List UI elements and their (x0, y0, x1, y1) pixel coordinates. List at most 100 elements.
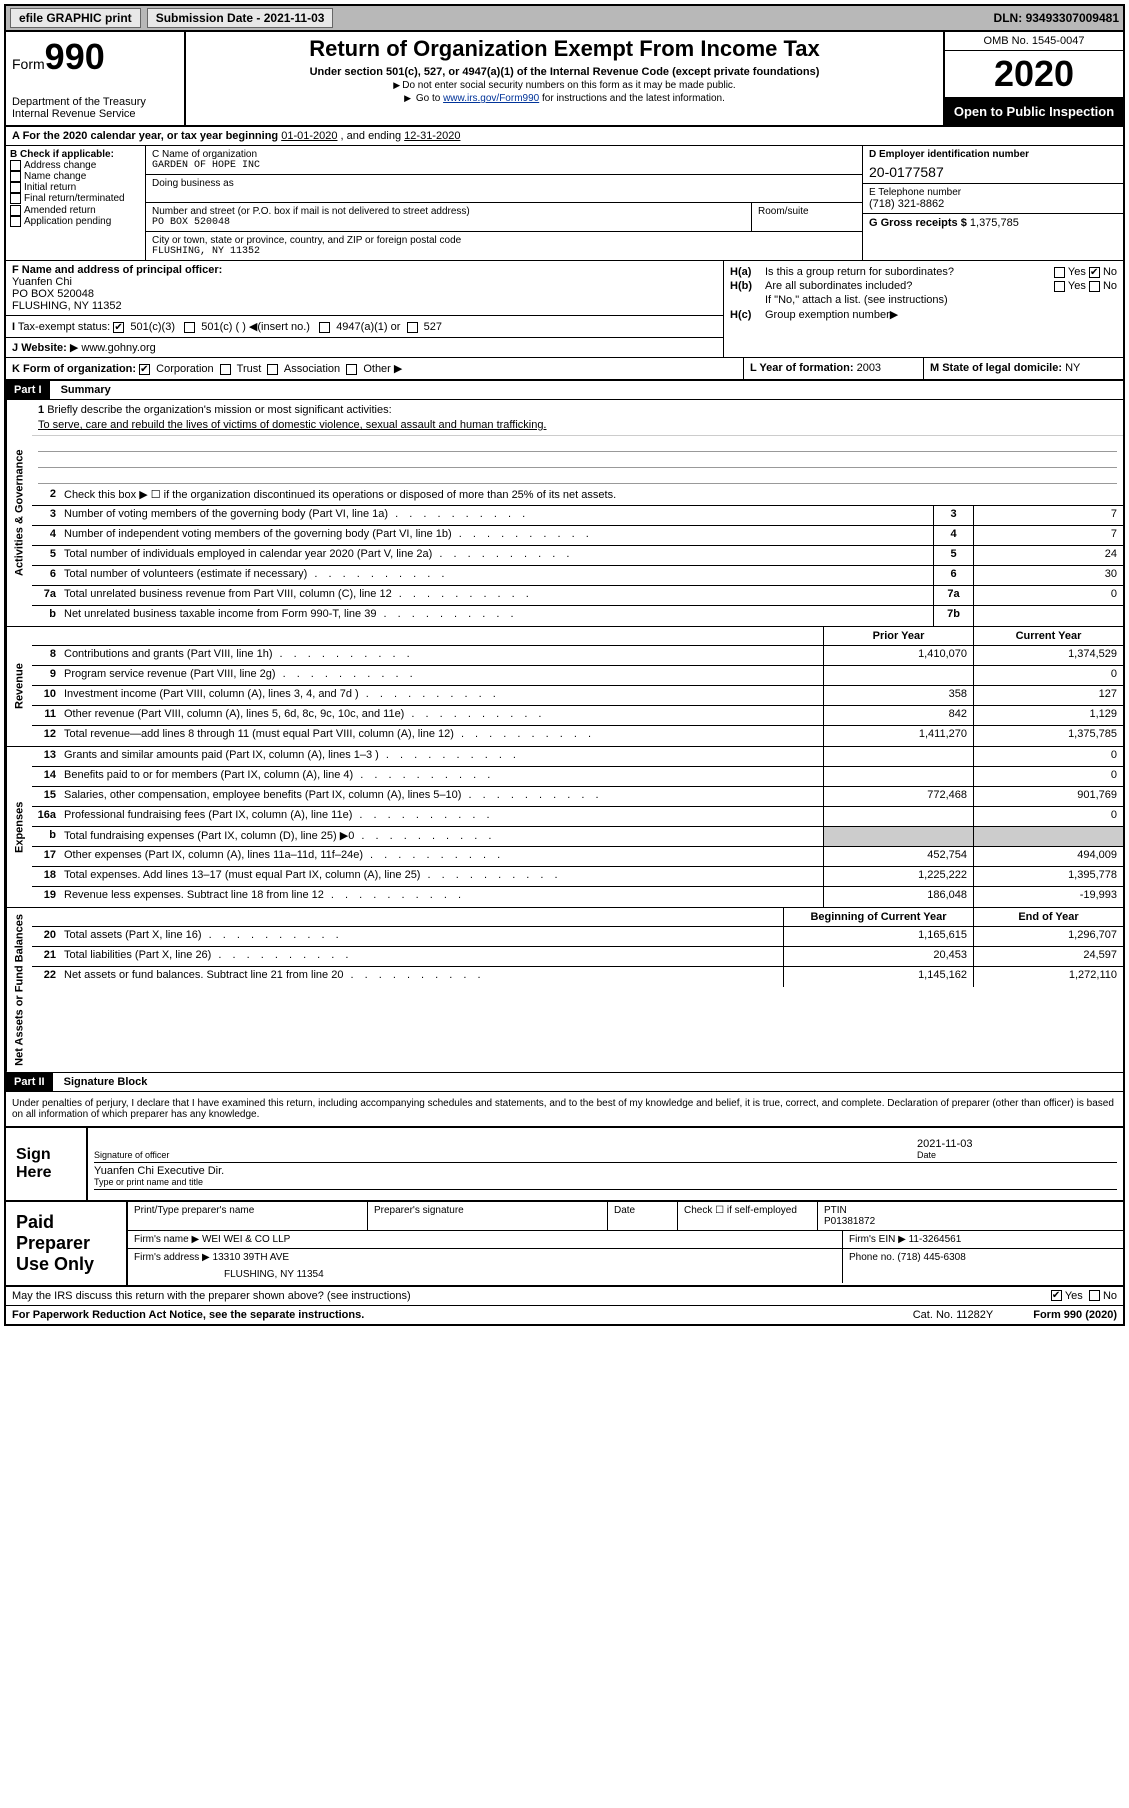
k-opt0: Corporation (156, 363, 213, 375)
k-opt1: Trust (237, 363, 262, 375)
efile-button[interactable]: efile GRAPHIC print (10, 8, 141, 28)
line-num: 20 (32, 927, 60, 946)
i-opt4: 527 (424, 321, 442, 333)
line-prior: 1,225,222 (823, 867, 973, 886)
cat-no: Cat. No. 11282Y (913, 1309, 994, 1321)
line-boxnum: 7a (933, 586, 973, 605)
line-num: b (32, 827, 60, 846)
cb-501c[interactable] (184, 322, 195, 333)
ein-value: 20-0177587 (869, 164, 1117, 180)
hc-text: Group exemption number (765, 309, 890, 321)
line-num: 10 (32, 686, 60, 705)
cb-trust[interactable] (220, 364, 231, 375)
website-value: www.gohny.org (81, 342, 155, 354)
firm-ein: 11-3264561 (909, 1234, 962, 1245)
dln: DLN: 93493307009481 (994, 11, 1119, 25)
line-current: 127 (973, 686, 1123, 705)
l-value: 2003 (857, 362, 881, 374)
cb-other[interactable] (346, 364, 357, 375)
prep-print-label: Print/Type preparer's name (128, 1202, 368, 1230)
two-col-line: 14 Benefits paid to or for members (Part… (32, 767, 1123, 787)
gross-value: 1,375,785 (970, 217, 1019, 229)
firm-addr1: 13310 39TH AVE (213, 1252, 290, 1263)
tax-year: 2020 (945, 51, 1123, 98)
line-desc: Total number of volunteers (estimate if … (60, 566, 933, 585)
irs-link[interactable]: www.irs.gov/Form990 (443, 93, 539, 104)
col-b: B Check if applicable: Address change Na… (6, 146, 146, 260)
cb-discuss-no[interactable] (1089, 1290, 1100, 1301)
part2-title: Signature Block (56, 1073, 156, 1091)
form-number: 990 (45, 36, 105, 77)
line-desc: Investment income (Part VIII, column (A)… (60, 686, 823, 705)
line-num: 8 (32, 646, 60, 665)
cb-4947[interactable] (319, 322, 330, 333)
cb-hb-no[interactable] (1089, 281, 1100, 292)
line-desc: Salaries, other compensation, employee b… (60, 787, 823, 806)
note2-pre: Go to (416, 93, 443, 104)
dln-label: DLN: (994, 11, 1023, 25)
line-desc: Total assets (Part X, line 16) (60, 927, 783, 946)
submission-button[interactable]: Submission Date - 2021-11-03 (147, 8, 334, 28)
cb-name-change[interactable] (10, 171, 21, 182)
hb-text: Are all subordinates included? (765, 280, 912, 292)
discuss-text: May the IRS discuss this return with the… (12, 1290, 411, 1302)
line-num: 15 (32, 787, 60, 806)
cb-initial-return[interactable] (10, 182, 21, 193)
cb-assoc[interactable] (267, 364, 278, 375)
line-current (973, 827, 1123, 846)
ruled-line (38, 438, 1117, 452)
line-desc: Contributions and grants (Part VIII, lin… (60, 646, 823, 665)
line-prior: 452,754 (823, 847, 973, 866)
line-val: 24 (973, 546, 1123, 565)
sig-label: Signature of officer (94, 1150, 169, 1160)
revenue-section: Revenue Prior Year Current Year 8 Contri… (6, 627, 1123, 747)
preparer-label: Paid Preparer Use Only (6, 1202, 126, 1285)
part2-header-row: Part II Signature Block (6, 1073, 1123, 1092)
q2-text: Check this box ▶ ☐ if the organization d… (60, 486, 1123, 505)
cb-corp[interactable] (139, 364, 150, 375)
line-num: 22 (32, 967, 60, 987)
line-desc: Benefits paid to or for members (Part IX… (60, 767, 823, 786)
cb-ha-no[interactable] (1089, 267, 1100, 278)
two-col-line: b Total fundraising expenses (Part IX, c… (32, 827, 1123, 847)
cb-amended[interactable] (10, 205, 21, 216)
line-current: 0 (973, 767, 1123, 786)
line-num: b (32, 606, 60, 626)
line-desc: Net unrelated business taxable income fr… (60, 606, 933, 626)
line-prior (823, 827, 973, 846)
cb-discuss-yes[interactable] (1051, 1290, 1062, 1301)
form-header: Form990 Department of the Treasury Inter… (6, 32, 1123, 127)
line-current: 0 (973, 747, 1123, 766)
line-val: 30 (973, 566, 1123, 585)
cb-hb-yes[interactable] (1054, 281, 1065, 292)
cb-final-return[interactable] (10, 193, 21, 204)
room-label: Room/suite (752, 203, 862, 231)
line-num: 13 (32, 747, 60, 766)
cb-ha-yes[interactable] (1054, 267, 1065, 278)
cb-app-pending[interactable] (10, 216, 21, 227)
two-col-line: 10 Investment income (Part VIII, column … (32, 686, 1123, 706)
line-current: 1,129 (973, 706, 1123, 725)
line-current: 24,597 (973, 947, 1123, 966)
gov-line: 6 Total number of volunteers (estimate i… (32, 566, 1123, 586)
line-num: 19 (32, 887, 60, 907)
line-num: 3 (32, 506, 60, 525)
two-col-line: 21 Total liabilities (Part X, line 26) 2… (32, 947, 1123, 967)
vtab-netassets: Net Assets or Fund Balances (6, 908, 32, 1072)
officer-city: FLUSHING, NY 11352 (12, 300, 717, 312)
line-current: 0 (973, 807, 1123, 826)
q1-label: 1 (38, 404, 44, 416)
col-spacer (32, 908, 783, 926)
cb-527[interactable] (407, 322, 418, 333)
cb-address-change[interactable] (10, 160, 21, 171)
preparer-section: Paid Preparer Use Only Print/Type prepar… (6, 1202, 1123, 1287)
line-desc: Total unrelated business revenue from Pa… (60, 586, 933, 605)
submission-label: Submission Date (156, 11, 253, 25)
expenses-section: Expenses 13 Grants and similar amounts p… (6, 747, 1123, 908)
cb-501c3[interactable] (113, 322, 124, 333)
i-opt3: 4947(a)(1) or (336, 321, 400, 333)
discuss-yes: Yes (1065, 1290, 1083, 1302)
line-num: 12 (32, 726, 60, 746)
k-label: K Form of organization: (12, 363, 136, 375)
line-prior: 772,468 (823, 787, 973, 806)
